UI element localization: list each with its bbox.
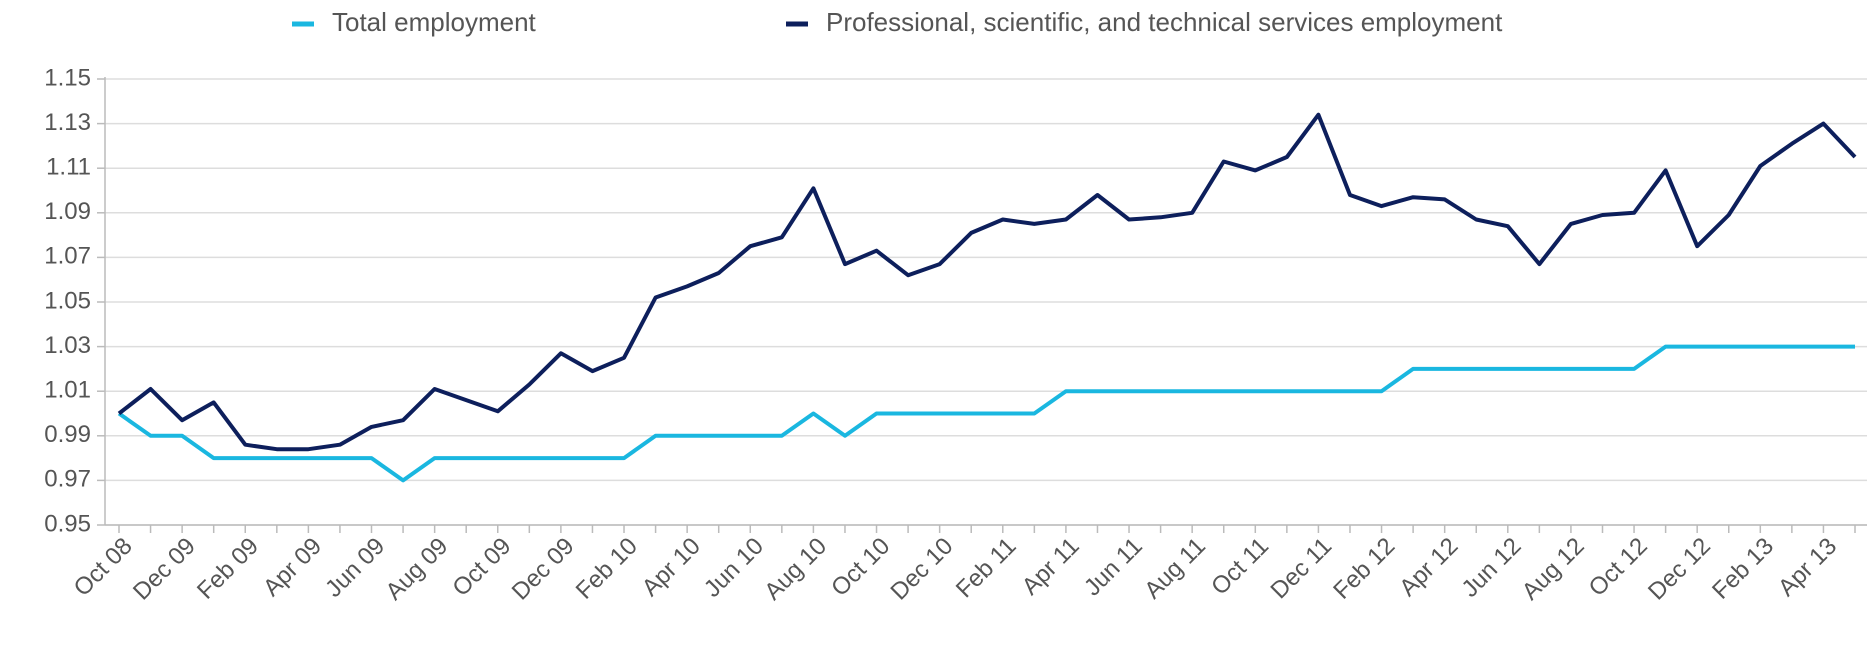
x-tick-label: Oct 10 bbox=[826, 533, 895, 602]
legend-label: Total employment bbox=[332, 7, 537, 37]
x-tick-label: Oct 12 bbox=[1584, 533, 1653, 602]
y-tick-label: 1.09 bbox=[44, 198, 91, 225]
x-tick-label: Aug 10 bbox=[759, 533, 832, 606]
y-tick-label: 1.15 bbox=[44, 64, 91, 91]
x-tick-label: Apr 11 bbox=[1017, 533, 1085, 601]
legend-label: Professional, scientific, and technical … bbox=[826, 7, 1503, 37]
x-tick-label: Apr 09 bbox=[258, 533, 327, 602]
x-tick-label: Aug 11 bbox=[1139, 533, 1211, 605]
series-line bbox=[117, 344, 1855, 483]
y-tick-label: 1.05 bbox=[44, 287, 91, 314]
y-tick-label: 1.03 bbox=[44, 332, 91, 359]
x-tick-label: Apr 10 bbox=[637, 533, 706, 602]
x-tick-label: Dec 11 bbox=[1266, 533, 1338, 605]
x-tick-label: Jun 12 bbox=[1456, 533, 1526, 603]
x-tick-label: Jun 09 bbox=[320, 533, 390, 603]
y-tick-label: 0.95 bbox=[44, 510, 91, 537]
y-tick-label: 1.13 bbox=[44, 109, 91, 136]
x-tick-label: Dec 09 bbox=[507, 533, 580, 606]
y-tick-label: 0.97 bbox=[44, 466, 91, 493]
x-tick-label: Apr 13 bbox=[1773, 533, 1842, 602]
x-tick-label: Oct 09 bbox=[447, 533, 516, 602]
x-tick-label: Oct 11 bbox=[1206, 533, 1274, 601]
y-tick-label: 0.99 bbox=[44, 421, 91, 448]
x-tick-label: Apr 12 bbox=[1394, 533, 1463, 602]
series-line bbox=[117, 112, 1857, 452]
x-tick-label: Feb 12 bbox=[1328, 533, 1400, 605]
y-tick-label: 1.11 bbox=[46, 154, 91, 181]
x-tick-label: Dec 09 bbox=[128, 533, 201, 606]
x-tick-label: Dec 12 bbox=[1643, 533, 1716, 606]
x-tick-label: Feb 13 bbox=[1707, 533, 1779, 605]
x-tick-label: Oct 08 bbox=[69, 533, 138, 602]
x-tick-label: Feb 10 bbox=[571, 533, 643, 605]
x-tick-label: Jun 11 bbox=[1079, 533, 1148, 602]
x-tick-label: Jun 10 bbox=[699, 533, 769, 603]
x-tick-label: Feb 11 bbox=[951, 533, 1022, 604]
x-tick-label: Dec 10 bbox=[886, 533, 959, 606]
y-tick-label: 1.01 bbox=[44, 377, 91, 404]
x-tick-label: Feb 09 bbox=[192, 533, 264, 605]
x-tick-label: Aug 09 bbox=[380, 533, 453, 606]
x-tick-label: Aug 12 bbox=[1517, 533, 1590, 606]
y-tick-label: 1.07 bbox=[44, 243, 91, 270]
